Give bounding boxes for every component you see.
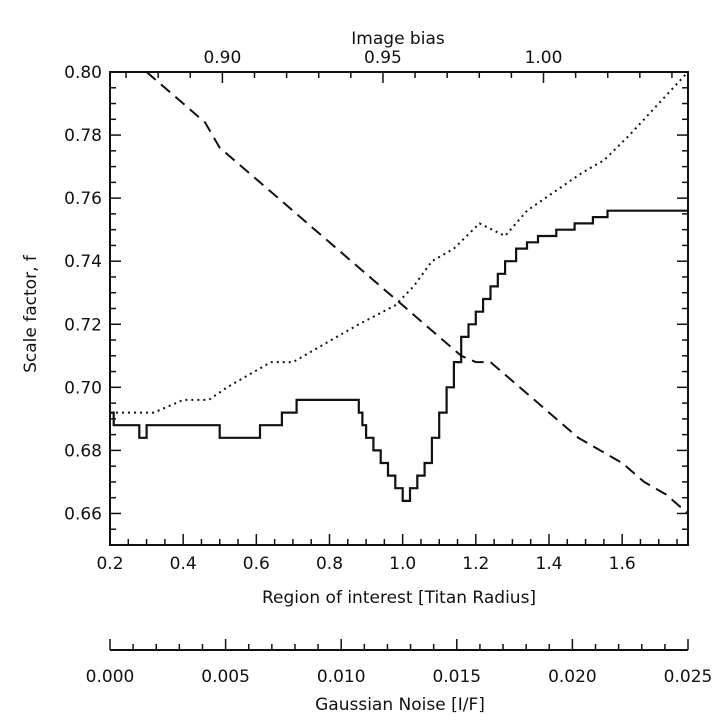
series-line-solid-step xyxy=(110,209,688,502)
top-tick-label: 1.00 xyxy=(525,48,563,68)
x-axis-title: Region of interest [Titan Radius] xyxy=(262,588,536,608)
x-tick-label: 0.8 xyxy=(316,554,343,574)
noise-tick-label: 0.010 xyxy=(317,667,366,687)
y-tick-label: 0.80 xyxy=(64,63,102,83)
noise-tick-label: 0.020 xyxy=(548,667,597,687)
plot-frame xyxy=(109,71,689,546)
x-tick-label: 1.4 xyxy=(535,554,562,574)
x-tick-label: 0.6 xyxy=(243,554,270,574)
top-tick-label: 0.95 xyxy=(364,48,402,68)
x-tick-label: 1.6 xyxy=(609,554,636,574)
noise-tick-label: 0.005 xyxy=(201,667,250,687)
y-tick-label: 0.70 xyxy=(64,378,102,398)
top-axis-title: Image bias xyxy=(351,29,445,49)
noise-tick-label: 0.000 xyxy=(86,667,135,687)
x-tick-label: 0.2 xyxy=(96,554,123,574)
noise-tick-label: 0.015 xyxy=(432,667,481,687)
y-axis-title: Scale factor, f xyxy=(21,254,41,373)
x-tick-label: 0.4 xyxy=(170,554,197,574)
noise-tick-label: 0.025 xyxy=(664,667,713,687)
y-tick-label: 0.66 xyxy=(64,504,102,524)
y-tick-label: 0.68 xyxy=(64,441,102,461)
series-line-dotted xyxy=(110,71,689,414)
x-tick-label: 1.2 xyxy=(462,554,489,574)
y-tick-label: 0.76 xyxy=(64,189,102,209)
x-tick-label: 1.0 xyxy=(389,554,416,574)
y-tick-label: 0.74 xyxy=(64,252,102,272)
top-tick-label: 0.90 xyxy=(203,48,241,68)
y-tick-label: 0.72 xyxy=(64,315,102,335)
noise-axis-title: Gaussian Noise [I/F] xyxy=(315,695,485,715)
series-line-dashed xyxy=(145,71,689,515)
y-tick-label: 0.78 xyxy=(64,126,102,146)
